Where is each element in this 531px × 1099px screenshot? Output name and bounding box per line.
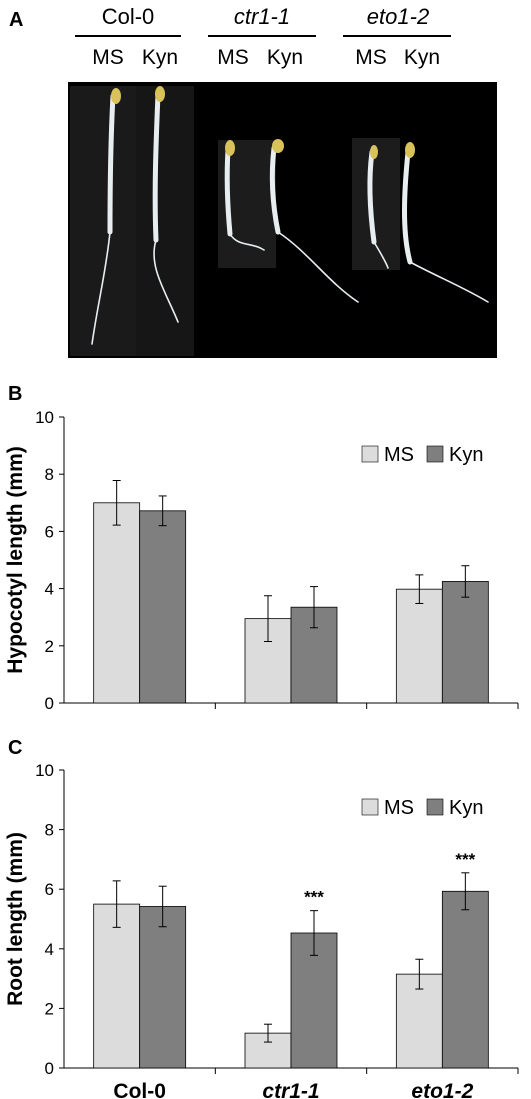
cotyledon-col0-kyn bbox=[155, 86, 165, 102]
bar-kyn-eto1-2 bbox=[441, 890, 489, 1069]
genotype-underline-ctr1 bbox=[208, 35, 316, 37]
genotype-label-ctr1: ctr1-1 bbox=[233, 4, 291, 29]
legend-swatch-ms bbox=[361, 445, 379, 463]
cotyledon-ctr1-ms bbox=[225, 140, 235, 156]
condition-label-ms-col0: MS bbox=[92, 46, 124, 69]
photo-strip-col0-ms bbox=[70, 86, 136, 356]
bar-ms-eto1-2 bbox=[395, 973, 443, 1069]
bar-ms-Col-0 bbox=[93, 903, 141, 1069]
seedling-ctr1-ms-hypocotyl bbox=[224, 147, 233, 237]
genotype-label-eto1: eto1-2 bbox=[366, 4, 430, 29]
bar-kyn-Col-0 bbox=[139, 906, 187, 1069]
seedlings bbox=[91, 91, 489, 345]
y-tick-label: 8 bbox=[45, 465, 54, 484]
y-axis-label: Root length (mm) bbox=[4, 832, 27, 1006]
seedling-col0-kyn-root bbox=[153, 239, 179, 323]
seedling-photo bbox=[68, 82, 497, 358]
condition-label-ms-ctr1: MS bbox=[217, 46, 249, 69]
cotyledon-eto1-ms bbox=[370, 145, 378, 159]
seedling-col0-kyn-hypocotyl bbox=[152, 91, 161, 243]
y-tick-label: 6 bbox=[45, 522, 54, 541]
legend-swatch-kyn bbox=[426, 798, 444, 816]
legend-swatch-kyn bbox=[426, 445, 444, 463]
photo-strip-eto1-ms bbox=[352, 138, 400, 270]
seedling-eto1-ms-root bbox=[373, 241, 389, 269]
y-tick-label: 4 bbox=[45, 940, 54, 959]
y-tick-label: 8 bbox=[45, 821, 54, 840]
legend-label-kyn: Kyn bbox=[449, 444, 483, 466]
condition-label-ms-eto1: MS bbox=[355, 46, 387, 69]
bar-ms-Col-0 bbox=[93, 502, 141, 704]
seedling-photo-drawing bbox=[68, 82, 497, 358]
legend-swatch-ms bbox=[361, 798, 379, 816]
y-axis-label: Hypocotyl length (mm) bbox=[4, 446, 27, 674]
seedling-eto1-kyn-hypocotyl bbox=[402, 149, 413, 265]
y-tick-label: 4 bbox=[45, 580, 54, 599]
genotype-underline-eto1 bbox=[343, 35, 451, 37]
significance-label: *** bbox=[304, 888, 324, 907]
panel-a-letter: A bbox=[9, 9, 24, 31]
bar-kyn-Col-0 bbox=[139, 510, 187, 704]
condition-label-kyn-eto1: Kyn bbox=[403, 46, 441, 69]
seedling-ctr1-ms-root bbox=[229, 233, 265, 251]
genotype-label-col0: Col-0 bbox=[101, 4, 155, 29]
category-label: eto1-2 bbox=[411, 1080, 473, 1099]
panel-letter: C bbox=[8, 737, 22, 759]
photo-strip-col0-kyn bbox=[136, 86, 194, 356]
cotyledon-ctr1-kyn bbox=[272, 139, 284, 153]
y-tick-label: 2 bbox=[45, 637, 54, 656]
legend-label-kyn: Kyn bbox=[449, 797, 483, 819]
legend-label-ms: MS bbox=[384, 444, 414, 466]
y-tick-label: 0 bbox=[45, 1059, 54, 1078]
seedling-eto1-kyn-root bbox=[409, 261, 489, 303]
legend-label-ms: MS bbox=[384, 797, 414, 819]
bar-kyn-eto1-2 bbox=[441, 581, 489, 704]
y-tick-label: 10 bbox=[35, 761, 54, 780]
condition-label-kyn-ctr1: Kyn bbox=[266, 46, 304, 69]
y-tick-label: 2 bbox=[45, 999, 54, 1018]
category-label: ctr1-1 bbox=[262, 1080, 319, 1099]
significance-label: *** bbox=[455, 850, 475, 869]
seedling-ctr1-kyn-root bbox=[277, 231, 359, 303]
cotyledon-col0-ms bbox=[111, 88, 121, 104]
condition-label-kyn-col0: Kyn bbox=[141, 46, 179, 69]
panel-letter: B bbox=[8, 383, 22, 405]
y-tick-label: 0 bbox=[45, 694, 54, 713]
cotyledons bbox=[111, 86, 415, 159]
y-tick-label: 6 bbox=[45, 880, 54, 899]
category-label: Col-0 bbox=[113, 1080, 166, 1099]
genotype-underline-col0 bbox=[75, 35, 181, 37]
seedling-eto1-ms-hypocotyl bbox=[367, 149, 377, 245]
seedling-col0-ms-hypocotyl bbox=[107, 93, 116, 235]
bar-ms-eto1-2 bbox=[395, 588, 443, 704]
seedling-ctr1-kyn-hypocotyl bbox=[269, 145, 281, 235]
seedling-col0-ms-root bbox=[91, 231, 111, 345]
y-tick-label: 10 bbox=[35, 408, 54, 427]
root-length-chart: C 0 2 4 6 8 10 Root length (mm) Col-0 *** ctr1-1 **… bbox=[4, 737, 519, 1099]
cotyledon-eto1-kyn bbox=[405, 142, 415, 158]
